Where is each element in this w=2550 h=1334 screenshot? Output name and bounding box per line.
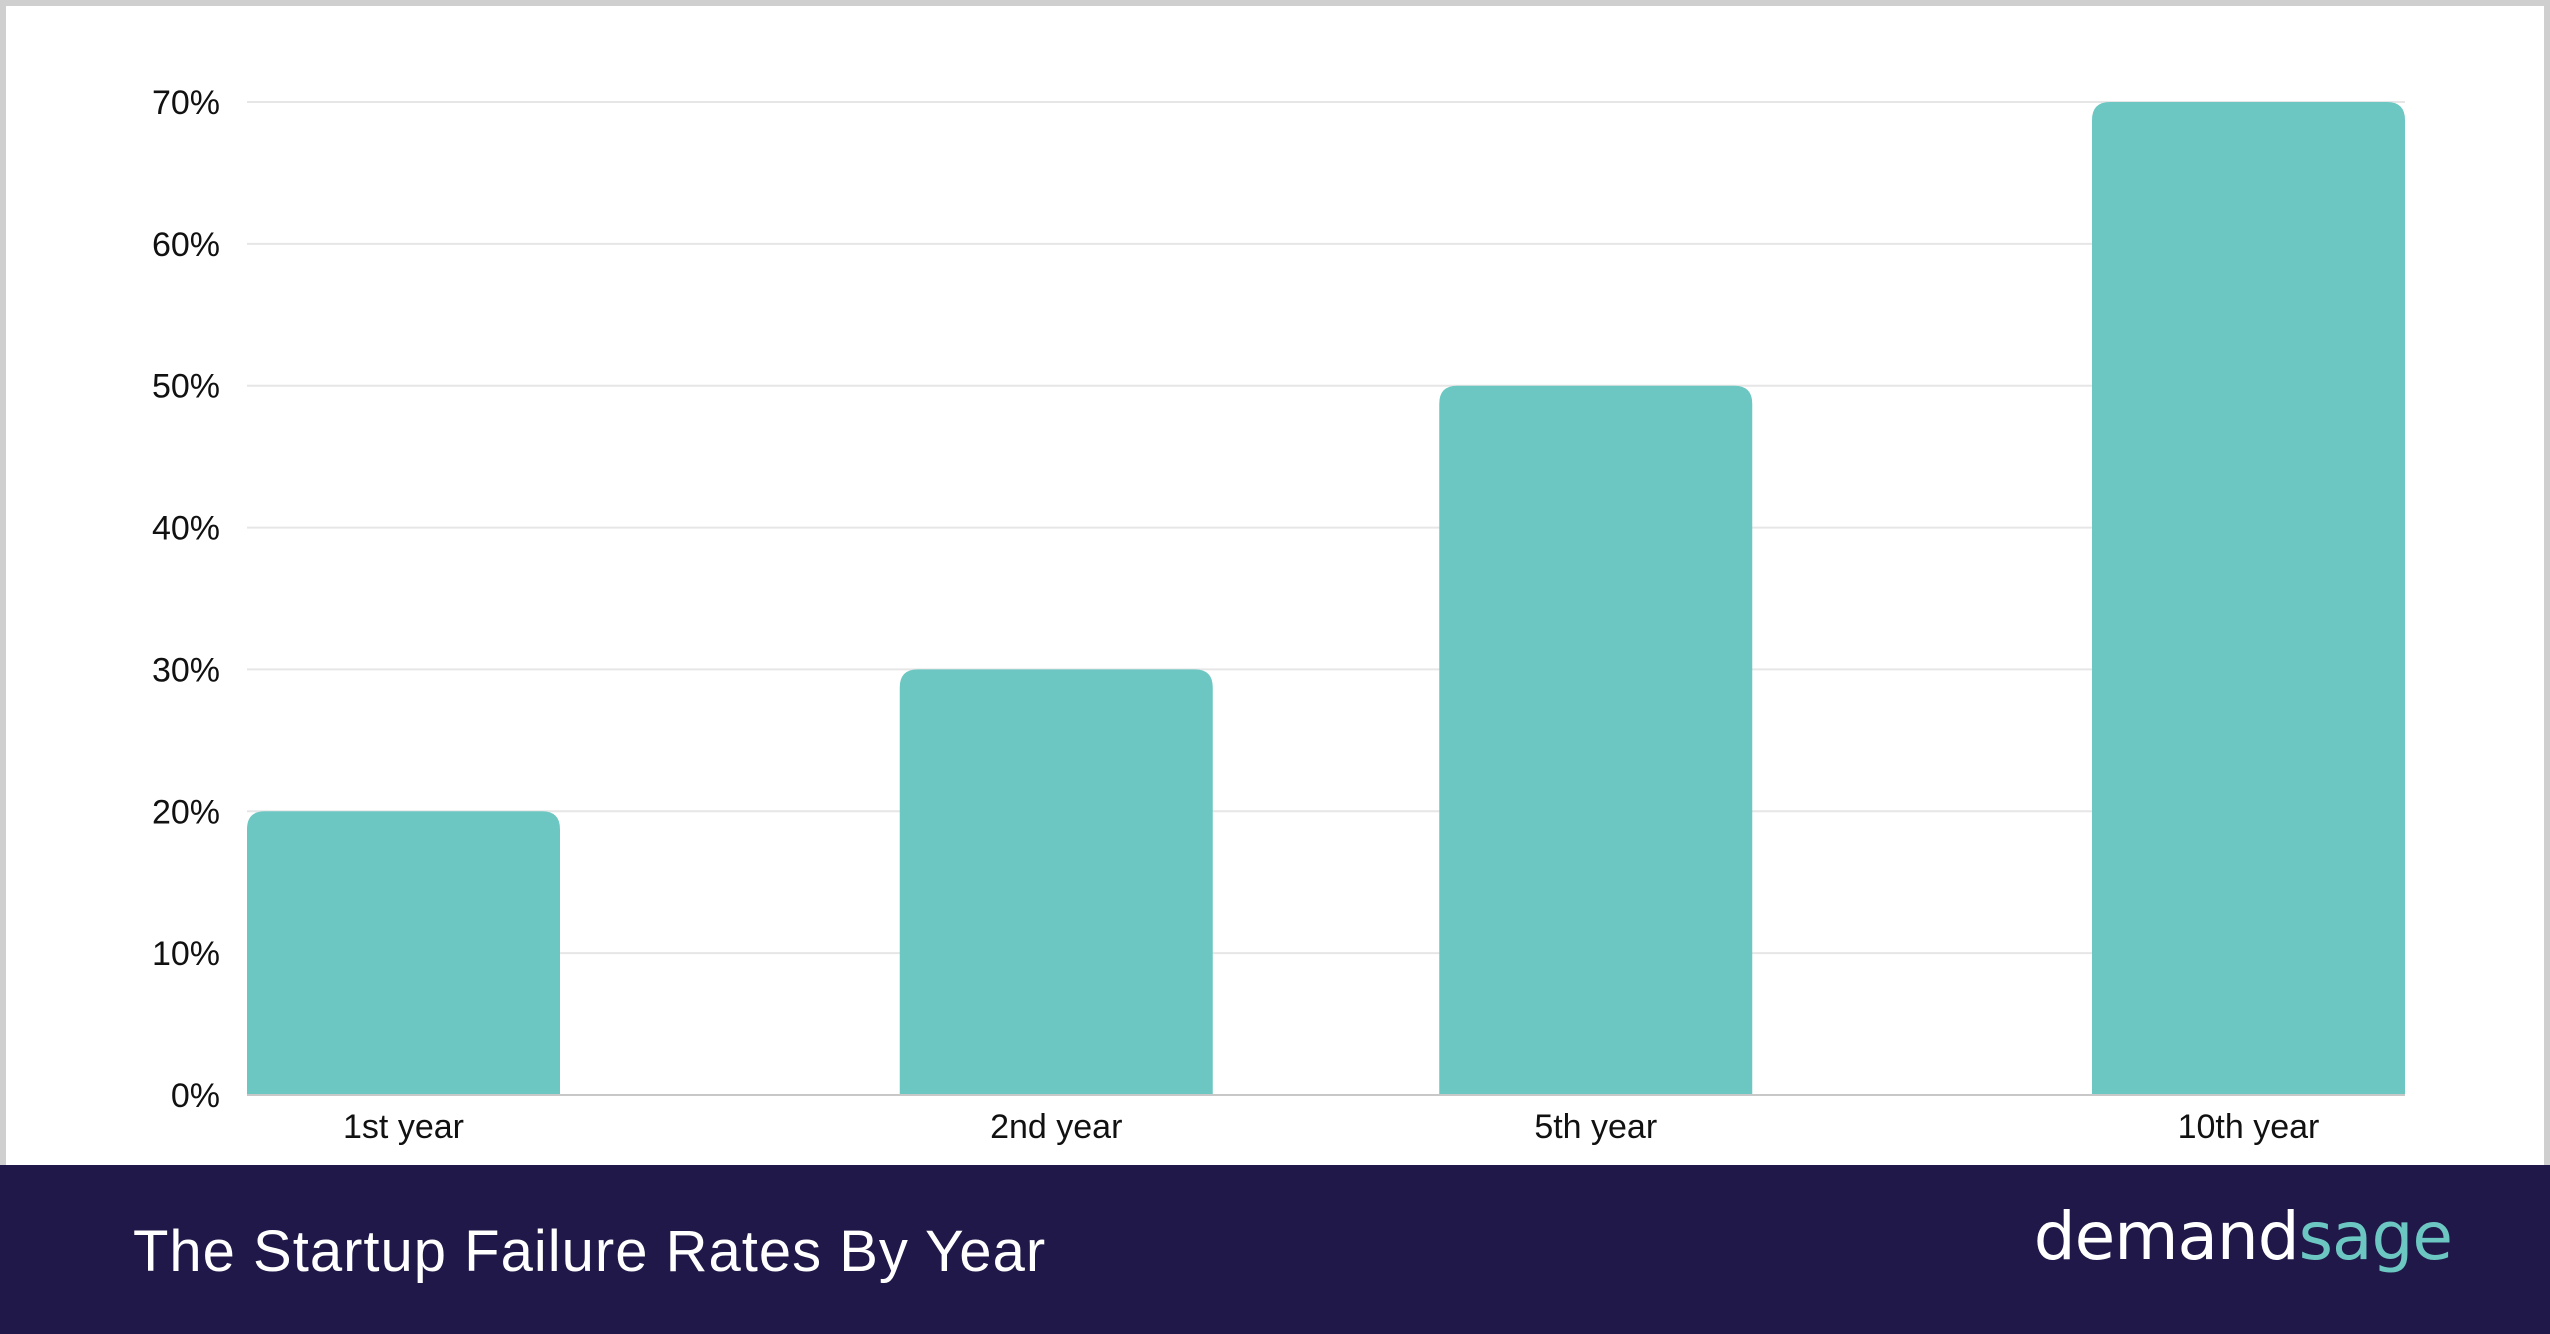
bar-chart: 0% 10% 20% 30% 40% 50% 60% 70% 1st year 2nd year… bbox=[152, 84, 2405, 1146]
bar bbox=[899, 669, 1213, 1095]
footer-bar bbox=[0, 1165, 2550, 1334]
brand-logo: demandsage bbox=[2033, 1198, 2453, 1275]
x-tick-label: 1st year bbox=[343, 1108, 464, 1146]
bars bbox=[247, 102, 2405, 1095]
bar bbox=[1439, 385, 1753, 1095]
y-tick-label: 20% bbox=[152, 793, 220, 831]
y-tick-label: 10% bbox=[152, 935, 220, 973]
x-axis-category-labels: 1st year 2nd year 5th year 10th year bbox=[343, 1108, 2319, 1146]
x-tick-label: 5th year bbox=[1534, 1108, 1657, 1146]
gridlines bbox=[247, 101, 2405, 955]
brand-logo-demand: demand bbox=[2033, 1198, 2300, 1275]
x-tick-label: 2nd year bbox=[990, 1108, 1122, 1146]
y-tick-label: 60% bbox=[152, 226, 220, 264]
y-tick-label: 40% bbox=[152, 510, 220, 548]
y-tick-label: 0% bbox=[171, 1077, 220, 1115]
y-tick-label: 30% bbox=[152, 651, 220, 689]
chart-caption: The Startup Failure Rates By Year bbox=[133, 1219, 1047, 1284]
bar bbox=[247, 811, 560, 1095]
y-axis-tick-labels: 0% 10% 20% 30% 40% 50% 60% 70% bbox=[152, 84, 220, 1115]
y-tick-label: 70% bbox=[152, 84, 220, 122]
bar bbox=[2092, 102, 2405, 1095]
brand-logo-sage: sage bbox=[2298, 1198, 2453, 1275]
x-tick-label: 10th year bbox=[2178, 1108, 2320, 1146]
y-tick-label: 50% bbox=[152, 368, 220, 406]
